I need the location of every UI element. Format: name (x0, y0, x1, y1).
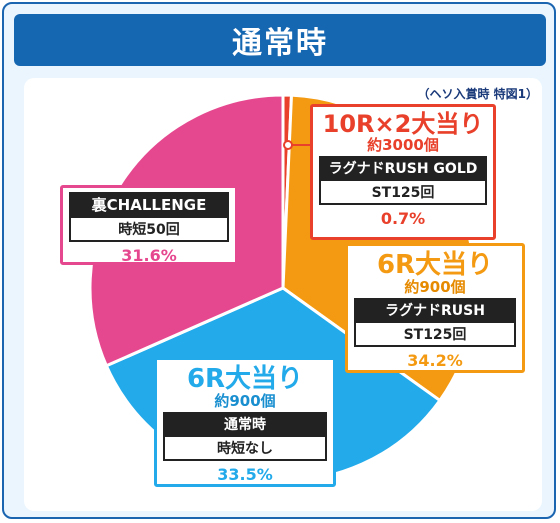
slice-mode: 通常時 (163, 412, 327, 435)
slice-detail: ST125回 (319, 179, 487, 205)
slice-sub: 約900個 (404, 278, 466, 296)
chart-note: （ヘソ入賞時 特図1） (417, 87, 538, 101)
page-title: 通常時 (14, 14, 546, 66)
slice-detail: ST125回 (354, 321, 516, 347)
slice-mode: ラグナドRUSH (354, 298, 516, 321)
slice-label: 6R大当り (186, 364, 304, 394)
slice-sub: 約3000個 (367, 136, 439, 154)
slice-label: 10R×2大当り (322, 110, 484, 138)
slice-label: 6R大当り (376, 250, 494, 280)
slice-percent: 0.7% (380, 209, 426, 228)
slice-mode: ラグナドRUSH GOLD (319, 156, 487, 179)
slice-percent: 34.2% (407, 351, 463, 370)
leader-dot (283, 140, 293, 150)
slice-label: 裏CHALLENGE (69, 192, 229, 216)
slice-detail: 時短50回 (69, 216, 229, 242)
slice-percent: 31.6% (121, 246, 177, 265)
slice-percent: 33.5% (217, 465, 273, 484)
slice-detail: 時短なし (163, 435, 327, 461)
label-box-6r-normal: 6R大当り 約900個 通常時 時短なし 33.5% (154, 357, 336, 487)
label-box-challenge: 裏CHALLENGE 時短50回 31.6% (60, 185, 238, 265)
slice-sub: 約900個 (214, 392, 276, 410)
label-box-6r-rush: 6R大当り 約900個 ラグナドRUSH ST125回 34.2% (345, 243, 525, 373)
label-box-10r: 10R×2大当り 約3000個 ラグナドRUSH GOLD ST125回 0.7… (310, 104, 496, 240)
